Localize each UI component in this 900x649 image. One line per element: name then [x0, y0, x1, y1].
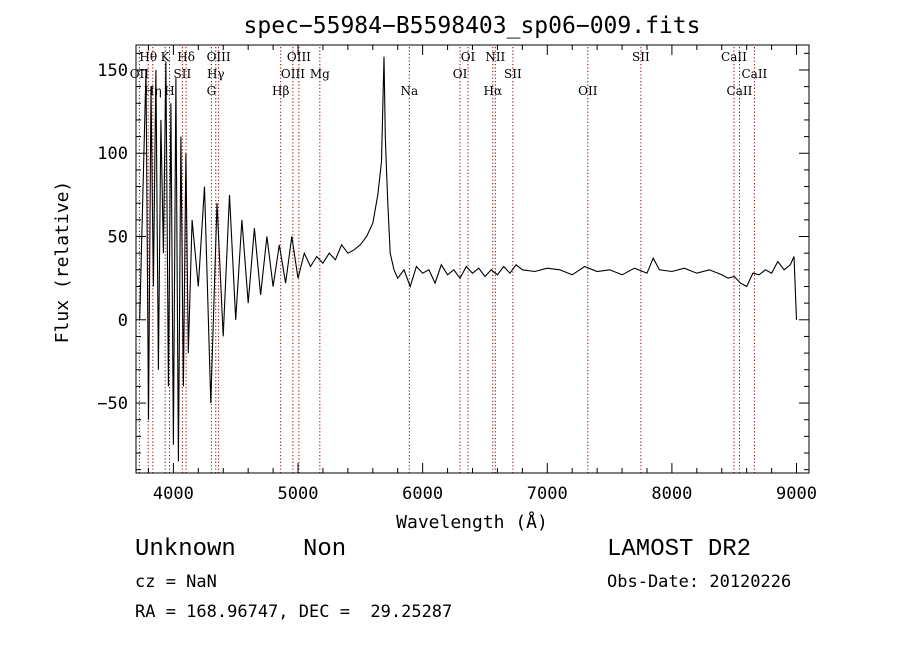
- emission-line-label: K: [161, 50, 171, 64]
- emission-line-label: SII: [174, 67, 192, 81]
- emission-line-label: SII: [504, 67, 522, 81]
- emission-line-markers: [138, 47, 755, 473]
- emission-line-label: Hβ: [272, 84, 289, 98]
- y-tick-label: 50: [108, 228, 128, 248]
- x-tick-label: 4000: [153, 484, 194, 504]
- emission-line-label: G: [207, 84, 217, 98]
- emission-line-label: Hδ: [177, 50, 195, 64]
- y-tick-label: 150: [97, 61, 128, 81]
- emission-line-label: SII: [632, 50, 650, 64]
- plot-frame: [135, 44, 810, 474]
- x-axis-label: Wavelength (Å): [396, 511, 548, 533]
- y-tick-label: 100: [97, 144, 128, 164]
- y-axis-label: Flux (relative): [52, 181, 73, 344]
- emission-line-label: Hγ: [207, 67, 225, 81]
- emission-line-label: Hα: [484, 84, 503, 98]
- emission-line-label: Hη: [144, 84, 162, 98]
- emission-line-label: Mg: [310, 67, 330, 81]
- x-tick-label: 7000: [527, 484, 568, 504]
- y-tick-label: 0: [118, 311, 128, 331]
- series-line: [139, 56, 798, 462]
- emission-line-label: OII: [130, 67, 150, 81]
- redshift-cz: cz = NaN: [135, 572, 217, 592]
- observation-date: Obs-Date: 20120226: [607, 572, 792, 592]
- object-class: Unknown: [135, 536, 236, 563]
- y-tick-label: −50: [97, 394, 128, 414]
- survey-name: LAMOST DR2: [607, 536, 752, 563]
- chart-title: spec−55984−B5598403_sp06−009.fits: [244, 13, 701, 39]
- x-tick-label: 9000: [776, 484, 817, 504]
- emission-line-label: Hθ: [139, 50, 157, 64]
- emission-line-label: OII: [578, 84, 598, 98]
- x-axis: 4000 5000 6000 7000 8000 9000: [147, 45, 817, 504]
- x-tick-label: 8000: [651, 484, 692, 504]
- ra-dec-coordinates: RA = 168.96747, DEC = 29.25287: [135, 602, 453, 622]
- emission-line-label: NII: [485, 50, 505, 64]
- emission-line-label: OIII: [207, 50, 231, 64]
- y-axis: −50 0 50 100 150: [97, 52, 809, 471]
- emission-line-label: OI: [461, 50, 476, 64]
- emission-line-label: OI: [453, 67, 468, 81]
- object-subclass: Non: [303, 536, 347, 563]
- emission-line-label: OIII: [287, 50, 311, 64]
- emission-line-label: OIII: [281, 67, 305, 81]
- emission-line-label: CaII: [721, 50, 747, 64]
- emission-line-labels: HθOIIHηKSIIHHδHγGOIIIOIIIHβOIIIMgNaOIOIH…: [130, 50, 768, 98]
- emission-line-label: CaII: [741, 67, 767, 81]
- emission-line-label: CaII: [727, 84, 753, 98]
- x-tick-label: 5000: [278, 484, 319, 504]
- emission-line-label: Na: [400, 84, 418, 98]
- x-tick-label: 6000: [402, 484, 443, 504]
- emission-line-label: H: [164, 84, 174, 98]
